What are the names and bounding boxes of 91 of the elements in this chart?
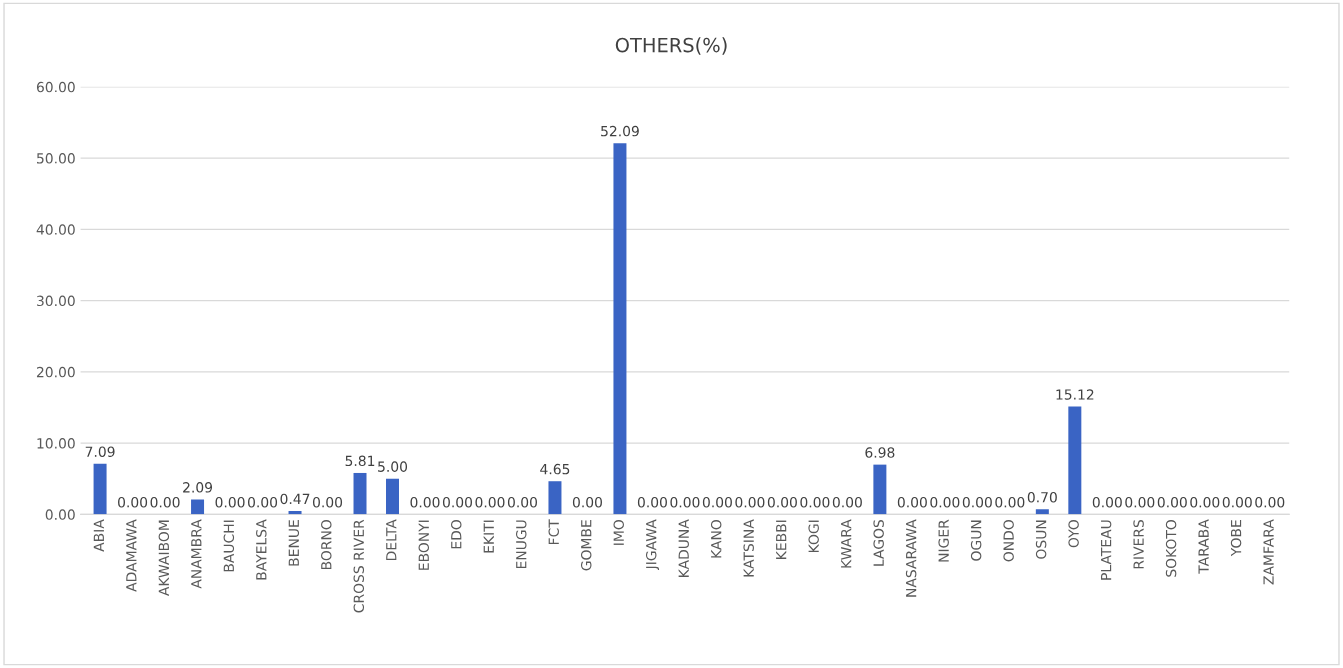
x-tick-label: BORNO <box>321 520 332 570</box>
bar <box>873 464 887 515</box>
data-label: 0.47 <box>280 493 310 505</box>
x-tick-label: NIGER <box>938 519 949 562</box>
y-tick-label: 0.00 <box>45 509 75 520</box>
x-tick-label: TARABA <box>1198 519 1209 574</box>
x-tick-label: ZAMFARA <box>1263 519 1274 585</box>
x-tick-label: KOGI <box>808 520 819 552</box>
x-tick-label: ABIA <box>93 519 104 552</box>
data-label: 0.00 <box>1092 497 1122 508</box>
data-label: 0.00 <box>247 497 278 508</box>
data-label: 0.00 <box>930 497 960 508</box>
x-tick-label: BENUE <box>288 520 300 566</box>
x-tick-label: OGUN <box>970 520 982 561</box>
data-label: 0.00 <box>637 497 667 508</box>
x-tick-label: FCT <box>548 519 559 545</box>
data-label: 0.00 <box>735 497 765 508</box>
x-tick-label: SOKOTO <box>1165 520 1177 577</box>
bar <box>93 463 107 515</box>
x-tick-label: CROSS RIVER <box>353 519 365 613</box>
y-tick-label: 20.00 <box>36 366 75 378</box>
bar <box>386 478 399 515</box>
x-tick-label: BAUCHI <box>223 520 235 572</box>
data-label: 0.70 <box>1027 492 1057 503</box>
x-tick-label: BAYELSA <box>256 519 267 580</box>
data-label: 2.09 <box>183 482 213 493</box>
x-tick-label: GOMBE <box>580 520 592 571</box>
x-tick-label: NASARAWA <box>905 519 917 597</box>
bar <box>1035 509 1049 515</box>
data-label: 0.00 <box>507 497 538 508</box>
data-label: 0.00 <box>767 497 797 508</box>
x-tick-label: ADAMAWA <box>126 519 137 592</box>
x-tick-label: KATSINA <box>743 519 754 577</box>
x-tick-label: EBONYI <box>418 520 430 570</box>
data-label: 5.81 <box>345 455 375 467</box>
data-label: 0.00 <box>995 497 1025 508</box>
data-label: 52.09 <box>601 125 639 137</box>
bar <box>613 143 627 515</box>
x-tick-label: IMO <box>613 520 624 545</box>
data-label: 0.00 <box>150 497 180 508</box>
data-label: 0.00 <box>215 497 245 508</box>
data-label: 0.00 <box>410 497 440 508</box>
y-tick-label: 40.00 <box>36 224 75 235</box>
x-tick-label: EDO <box>451 520 462 549</box>
data-label: 0.00 <box>962 497 992 508</box>
x-tick-label: KWARA <box>841 519 852 568</box>
x-tick-label: PLATEAU <box>1101 520 1112 580</box>
x-tick-label: YOBE <box>1230 520 1242 557</box>
data-label: 0.00 <box>442 497 473 508</box>
x-tick-label: KEBBI <box>776 520 787 559</box>
data-label: 0.00 <box>670 497 700 508</box>
data-label: 0.00 <box>312 497 343 508</box>
x-tick-label: AKWAIBOM <box>158 520 170 596</box>
data-label: 6.98 <box>865 447 895 458</box>
chart-title: OTHERS(%) <box>615 37 727 55</box>
data-label: 15.12 <box>1056 389 1094 400</box>
x-tick-label: ONDO <box>1003 520 1014 562</box>
y-tick-label: 10.00 <box>37 438 75 449</box>
x-tick-label: OSUN <box>1035 520 1047 559</box>
data-label: 0.00 <box>800 497 830 508</box>
data-label: 0.00 <box>1222 497 1252 508</box>
bar <box>548 481 562 515</box>
data-label: 0.00 <box>1157 497 1187 508</box>
y-tick-label: 60.00 <box>36 81 75 93</box>
x-tick-label: ANAMBRA <box>191 519 202 589</box>
data-label: 0.00 <box>572 497 602 508</box>
data-label: 0.00 <box>702 497 732 508</box>
x-tick-label: KADUNA <box>678 519 689 577</box>
data-label: 0.00 <box>1255 497 1285 508</box>
data-label: 0.00 <box>118 497 148 508</box>
data-label: 7.09 <box>85 446 115 457</box>
data-label: 0.00 <box>1125 497 1155 508</box>
bar <box>353 472 367 515</box>
y-tick-label: 30.00 <box>37 295 75 307</box>
bar <box>191 499 205 515</box>
x-tick-label: KANO <box>710 520 722 558</box>
x-tick-label: ENUGU <box>515 520 527 569</box>
data-label: 0.00 <box>832 497 862 508</box>
data-label: 0.00 <box>897 497 927 508</box>
x-tick-label: EKITI <box>483 520 494 553</box>
data-label: 0.00 <box>475 497 505 508</box>
x-tick-label: JIGAWA <box>645 519 660 571</box>
x-tick-label: LAGOS <box>873 520 884 566</box>
data-label: 5.00 <box>378 461 408 472</box>
x-tick-label: OYO <box>1068 520 1079 548</box>
data-label: 4.65 <box>540 463 570 475</box>
data-label: 0.00 <box>1190 497 1220 508</box>
y-tick-label: 50.00 <box>37 153 75 164</box>
x-tick-label: RIVERS <box>1133 520 1144 569</box>
bar <box>1068 406 1082 515</box>
x-tick-label: DELTA <box>386 519 397 561</box>
